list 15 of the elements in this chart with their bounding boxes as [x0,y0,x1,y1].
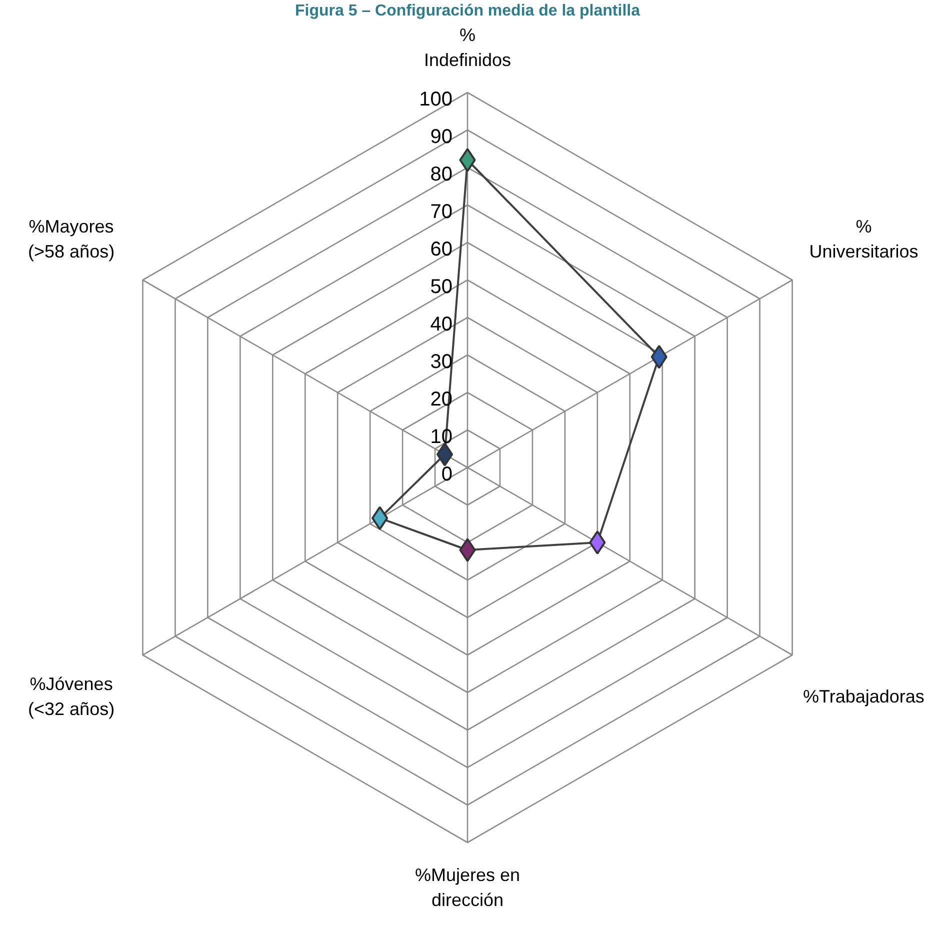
spoke-label: %Jóvenes (<32 años) [28,674,115,719]
y-tick-label: 90 [430,126,453,148]
spoke-label: %Trabajadoras [803,686,924,706]
spoke-label: %Mujeres en dirección [414,865,520,910]
y-tick-label: 50 [430,276,453,298]
y-tick-label: 40 [430,314,453,336]
spoke-label: % Universitarios [809,216,918,262]
y-tick-label: 60 [430,238,453,260]
y-tick-label: 80 [430,164,453,186]
spoke-label: % Indefinidos [424,25,512,70]
spoke-label: %Mayores (>58 años) [28,216,115,262]
y-tick-label: 0 [441,464,452,486]
chart-title: Figura 5 – Configuración media de la plantilla [295,2,640,20]
y-tick-label: 100 [419,88,453,110]
y-tick-label: 70 [430,201,453,223]
